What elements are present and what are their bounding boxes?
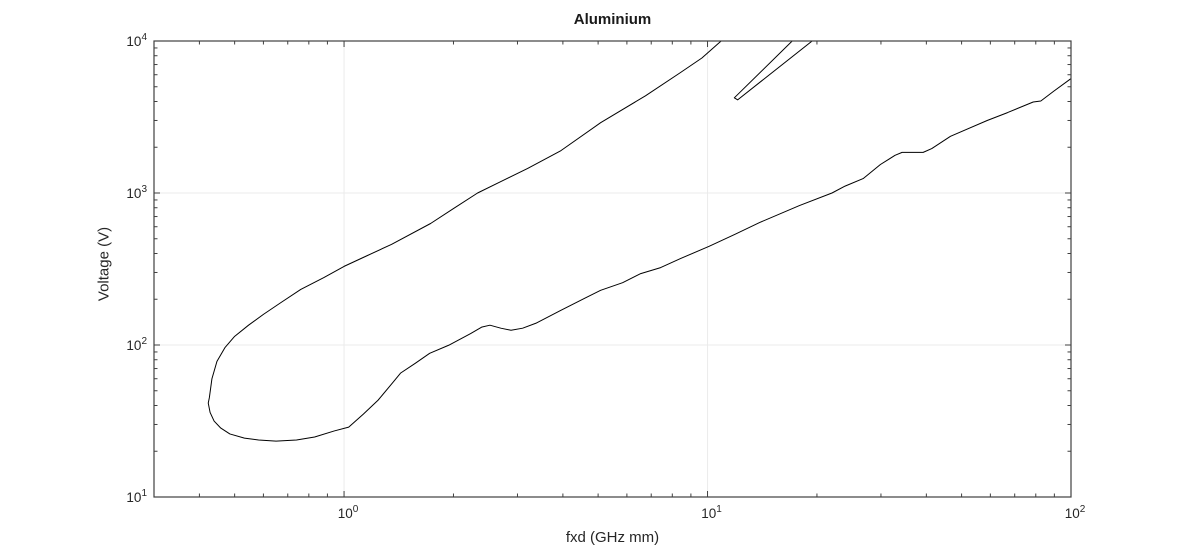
axis-box — [153, 40, 1072, 498]
curve-multipactor-susceptibility-boundary — [207, 41, 1071, 442]
x-tick-label: 100 — [338, 504, 359, 521]
y-tick-label: 101 — [126, 488, 147, 505]
x-axis-label: fxd (GHz mm) — [565, 529, 660, 546]
x-tick-label: 102 — [1065, 504, 1086, 521]
y-tick-label: 103 — [126, 184, 147, 201]
x-tick-label: 101 — [701, 504, 722, 521]
curve-upper-resonance-notch — [733, 41, 813, 101]
chart-title: Aluminium — [573, 11, 652, 28]
y-tick-label: 102 — [126, 336, 147, 353]
y-tick-label: 104 — [126, 32, 147, 49]
